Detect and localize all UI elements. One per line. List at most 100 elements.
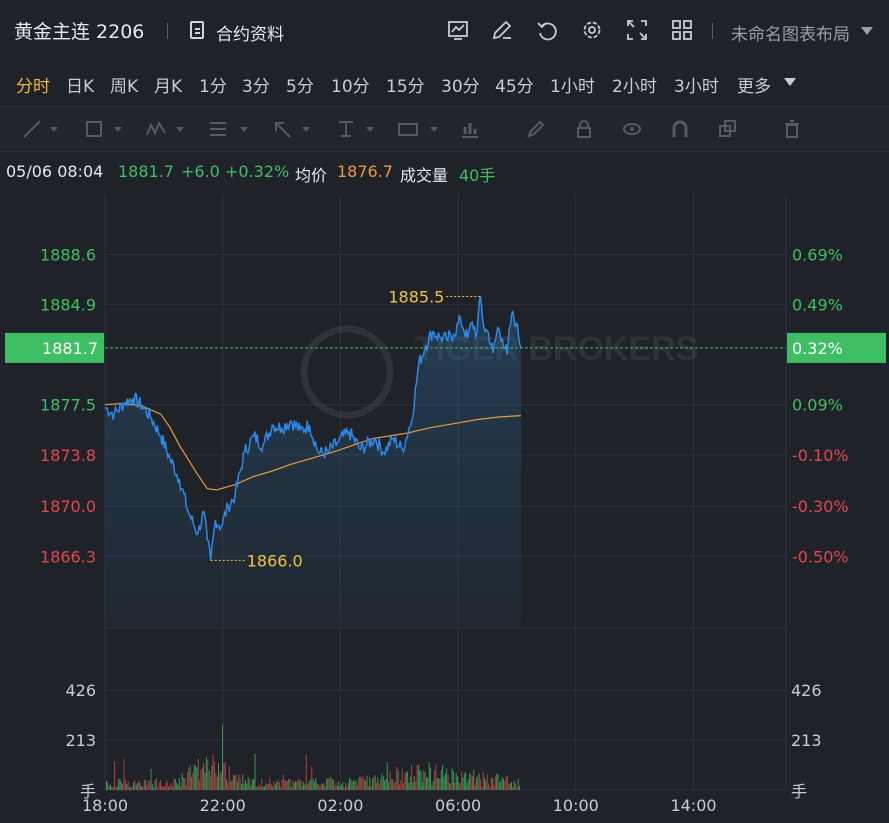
tab-period-5m[interactable]: 5分 bbox=[286, 77, 314, 97]
quote-info-bar: 05/06 08:04 1881.7 +6.0 +0.32% 均价 1876.7… bbox=[0, 150, 889, 190]
more-caret-icon[interactable] bbox=[784, 78, 796, 86]
volume-bar bbox=[127, 781, 129, 790]
volume-bar bbox=[328, 778, 330, 790]
layout-caret-icon[interactable] bbox=[861, 27, 873, 37]
tab-period-45m[interactable]: 45分 bbox=[495, 77, 534, 97]
volume-bar bbox=[316, 783, 318, 790]
volume-bar bbox=[363, 779, 365, 790]
chart-icon[interactable] bbox=[446, 18, 470, 42]
volume-bar bbox=[254, 753, 256, 790]
volume-bar bbox=[477, 776, 479, 790]
volume-bar bbox=[349, 778, 350, 790]
arrow-tool-icon[interactable] bbox=[272, 119, 292, 139]
dropdown-caret-icon[interactable] bbox=[366, 127, 374, 133]
grid-layout-icon[interactable] bbox=[670, 18, 694, 42]
edit-icon[interactable] bbox=[490, 18, 514, 42]
tab-period-30m[interactable]: 30分 bbox=[441, 77, 480, 97]
volume-bar bbox=[378, 783, 380, 790]
volume-bar bbox=[172, 786, 174, 790]
settings-icon[interactable] bbox=[580, 18, 604, 42]
volume-bar bbox=[307, 783, 309, 790]
volume-bar bbox=[405, 772, 407, 790]
volume-bar bbox=[393, 782, 395, 790]
dropdown-caret-icon[interactable] bbox=[240, 127, 248, 133]
volume-bar bbox=[509, 783, 511, 790]
tab-period-2h[interactable]: 2小时 bbox=[612, 77, 657, 97]
volume-bar bbox=[397, 770, 399, 790]
tab-period-15m[interactable]: 15分 bbox=[386, 77, 425, 97]
volume-bar bbox=[515, 782, 517, 790]
text-tool-icon[interactable] bbox=[336, 119, 356, 139]
tab-period-daily[interactable]: 日K bbox=[66, 77, 95, 97]
volume-bar bbox=[462, 777, 464, 790]
volume-bar bbox=[320, 783, 322, 790]
wave-tool-icon[interactable] bbox=[146, 119, 166, 139]
volume-bar bbox=[390, 779, 392, 790]
tab-period-1h[interactable]: 1小时 bbox=[550, 77, 595, 97]
volume-bar bbox=[181, 772, 183, 790]
dropdown-caret-icon[interactable] bbox=[302, 127, 310, 133]
volume-bar bbox=[373, 776, 375, 790]
layout-selector[interactable]: 未命名图表布局 bbox=[731, 25, 850, 45]
tab-period-3h[interactable]: 3小时 bbox=[674, 77, 719, 97]
fullscreen-icon[interactable] bbox=[625, 18, 649, 42]
volume-bar bbox=[150, 769, 152, 790]
contract-info-link[interactable]: 合约资料 bbox=[216, 25, 284, 45]
volume-bar bbox=[200, 769, 202, 790]
dropdown-caret-icon[interactable] bbox=[430, 127, 438, 133]
undo-icon[interactable] bbox=[535, 18, 559, 42]
volume-bar bbox=[238, 774, 240, 790]
volume-bar bbox=[164, 787, 165, 790]
tab-period-intraday[interactable]: 分时 bbox=[16, 77, 50, 97]
tab-period-weekly[interactable]: 周K bbox=[110, 77, 139, 97]
volume-bar bbox=[372, 778, 373, 790]
volume-bar bbox=[192, 772, 194, 790]
eye-icon[interactable] bbox=[622, 119, 642, 139]
dropdown-caret-icon[interactable] bbox=[50, 127, 58, 133]
volume-bar bbox=[157, 786, 159, 790]
instrument-title[interactable]: 黄金主连 2206 bbox=[14, 21, 145, 43]
tab-period-3m[interactable]: 3分 bbox=[242, 77, 270, 97]
rectangle-tool-icon[interactable] bbox=[84, 119, 104, 139]
volume-bar bbox=[165, 783, 167, 790]
volume-bar bbox=[243, 783, 245, 790]
dropdown-caret-icon[interactable] bbox=[114, 127, 122, 133]
volume-bar bbox=[399, 784, 400, 790]
volume-bar bbox=[309, 779, 311, 790]
volume-bar bbox=[154, 780, 156, 790]
volume-bar bbox=[323, 783, 325, 790]
magnet-icon[interactable] bbox=[670, 119, 690, 139]
quote-change: +6.0 bbox=[181, 162, 220, 181]
volume-bar bbox=[463, 773, 465, 790]
volume-bar bbox=[512, 787, 514, 790]
measure-tool-icon[interactable] bbox=[398, 119, 418, 139]
tab-period-10m[interactable]: 10分 bbox=[331, 77, 370, 97]
document-icon[interactable] bbox=[190, 21, 204, 39]
dropdown-caret-icon[interactable] bbox=[176, 127, 184, 133]
trendline-tool-icon[interactable] bbox=[22, 119, 42, 139]
trash-icon[interactable] bbox=[782, 119, 802, 139]
volume-bar bbox=[411, 764, 413, 790]
indicator-tool-icon[interactable] bbox=[460, 119, 480, 139]
volume-bar bbox=[108, 785, 110, 790]
volume-bar bbox=[482, 771, 484, 790]
volume-bar bbox=[115, 786, 117, 790]
tab-period-more[interactable]: 更多 bbox=[737, 77, 771, 97]
volume-bar bbox=[478, 773, 480, 790]
lock-icon[interactable] bbox=[574, 119, 594, 139]
volume-bar bbox=[504, 780, 506, 790]
volume-bar bbox=[459, 783, 461, 790]
brush-tool-icon[interactable] bbox=[526, 119, 546, 139]
volume-bar bbox=[241, 784, 242, 790]
tab-period-monthly[interactable]: 月K bbox=[154, 77, 183, 97]
volume-bar bbox=[376, 782, 377, 790]
fib-tool-icon[interactable] bbox=[208, 119, 228, 139]
volume-bar bbox=[454, 782, 456, 790]
volume-bar bbox=[365, 781, 367, 790]
volume-bar bbox=[246, 783, 248, 790]
volume-bar bbox=[301, 785, 303, 790]
volume-bar bbox=[278, 782, 280, 790]
layers-icon[interactable] bbox=[718, 119, 738, 139]
tab-period-1m[interactable]: 1分 bbox=[199, 77, 227, 97]
